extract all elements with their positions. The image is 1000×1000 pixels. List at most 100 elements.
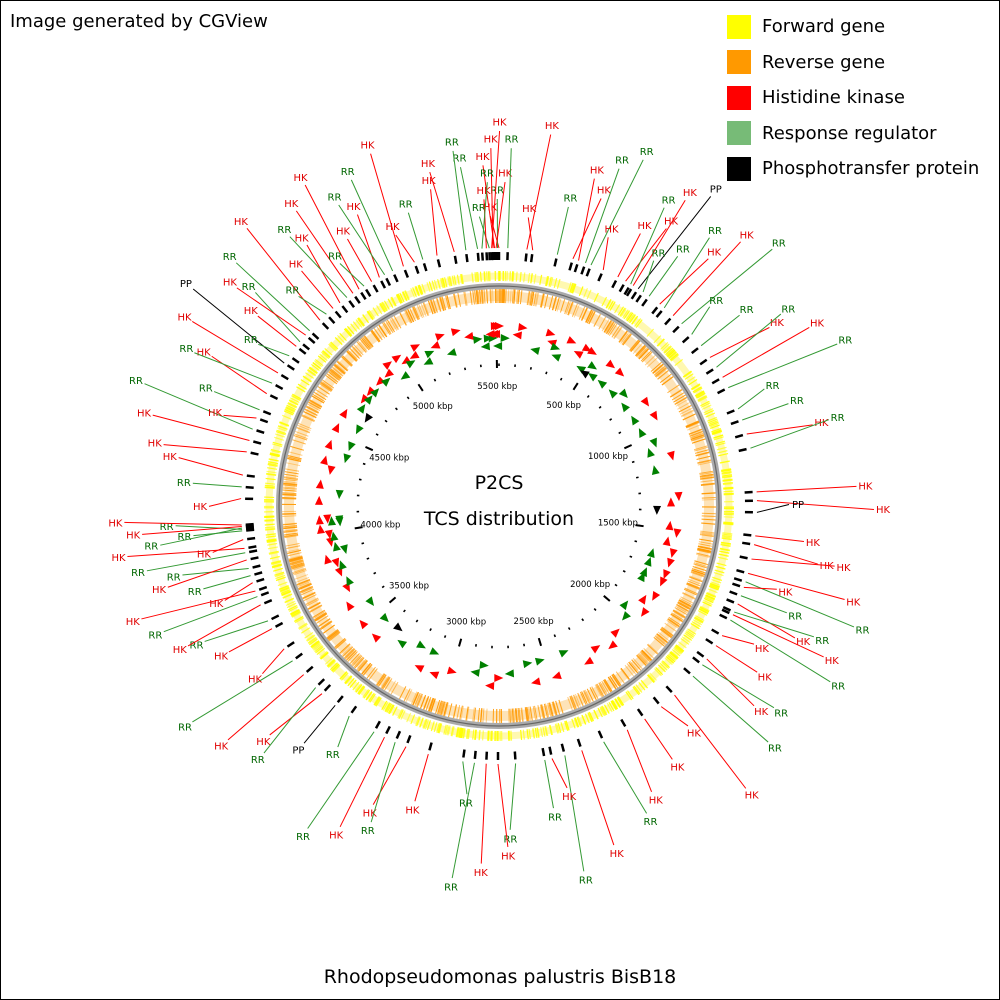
feature-arrow [597,379,608,389]
forward-gene-mark [646,328,655,337]
reverse-gene-mark [453,293,457,308]
reverse-gene-mark [363,336,373,348]
feature-marker [705,638,714,645]
forward-gene-mark [707,588,718,594]
reverse-gene-mark [290,560,304,566]
scale-minor-tick [634,540,638,543]
forward-gene-mark [385,702,392,713]
feature-marker [286,641,295,648]
feature-callout-line [175,525,243,530]
feature-arrow [335,489,344,500]
reverse-gene-mark [346,350,358,362]
feature-label: HK [597,185,612,196]
reverse-gene-mark [309,399,323,407]
feature-arrow [324,439,333,450]
forward-gene-mark [722,532,733,535]
feature-marker [664,317,672,326]
forward-gene-mark [373,696,380,706]
forward-gene-mark [404,290,410,300]
reverse-gene-mark [700,475,715,479]
feature-arrow [472,335,483,344]
forward-gene-mark [723,492,734,495]
feature-callout-line [339,736,385,828]
reverse-gene-mark [341,356,353,367]
forward-gene-mark [313,643,322,651]
feature-marker [690,347,699,355]
legend-item-histidine-kinase: Histidine kinase [727,80,979,116]
reverse-gene-mark [677,601,691,609]
forward-gene-mark [714,569,725,574]
reverse-gene-mark [638,347,649,359]
feature-arrow [649,410,658,421]
reverse-gene-mark [385,320,394,334]
feature-arrow [410,344,420,352]
reverse-gene-mark [526,291,530,306]
reverse-gene-mark [690,571,705,577]
feature-label: RR [223,252,237,263]
feature-callout-line [211,355,268,395]
reverse-gene-mark [283,478,298,482]
forward-gene-mark [722,475,733,478]
reverse-gene-mark [318,618,331,628]
feature-arrow [590,645,601,654]
feature-arrow [649,437,657,448]
feature-callout-line [630,207,665,285]
reverse-gene-mark [681,410,695,418]
forward-gene-mark [382,701,389,711]
forward-gene-mark [354,683,362,693]
feature-callout-line [700,314,740,347]
feature-label: RR [131,568,145,579]
reverse-gene-mark [613,326,622,339]
feature-marker [374,720,381,729]
forward-gene-mark [713,436,724,441]
reverse-gene-mark [699,534,714,538]
reverse-gene-mark [286,462,301,467]
feature-arrow [464,331,474,340]
feature-arrow [429,671,440,680]
feature-marker [252,564,261,569]
forward-gene-mark [298,622,308,629]
reverse-gene-mark [660,628,673,638]
feature-label: RR [361,826,375,837]
forward-gene-mark [710,581,721,586]
forward-gene-mark [350,323,358,332]
forward-gene-mark [466,728,469,739]
reverse-gene-mark [539,293,544,308]
forward-gene-mark [599,706,605,717]
forward-gene-mark [659,662,668,671]
feature-label: HK [846,597,861,608]
feature-marker [385,277,392,287]
forward-gene-mark [723,487,734,490]
reverse-gene-mark [297,581,311,588]
reverse-gene-mark [586,310,594,324]
forward-gene-mark [266,540,277,543]
feature-label: HK [484,135,499,146]
forward-gene-mark [704,596,715,602]
reverse-gene-mark [320,382,333,391]
feature-callout-line [556,206,569,255]
reverse-gene-mark [537,705,542,720]
forward-gene-mark [634,318,642,327]
feature-callout-line [459,167,479,249]
reverse-gene-mark [308,400,322,409]
scale-tick-label: 500 kbp [546,401,581,411]
feature-label: RR [148,630,162,641]
feature-label: RR [740,305,754,316]
reverse-gene-mark [308,602,321,610]
reverse-gene-mark [283,526,298,529]
feature-arrow [470,668,480,677]
reverse-gene-mark [612,674,621,687]
feature-label: HK [545,121,560,132]
feature-marker [302,343,311,351]
forward-gene-mark [483,271,486,282]
forward-gene-mark [451,726,455,737]
forward-gene-mark [722,533,733,536]
forward-gene-mark [526,729,529,740]
scale-minor-tick [384,419,388,423]
feature-label: HK [209,599,224,610]
reverse-gene-mark [328,631,341,642]
reverse-gene-mark [344,648,356,660]
reverse-gene-mark [578,306,586,320]
feature-marker [651,306,659,315]
feature-marker [734,433,744,439]
